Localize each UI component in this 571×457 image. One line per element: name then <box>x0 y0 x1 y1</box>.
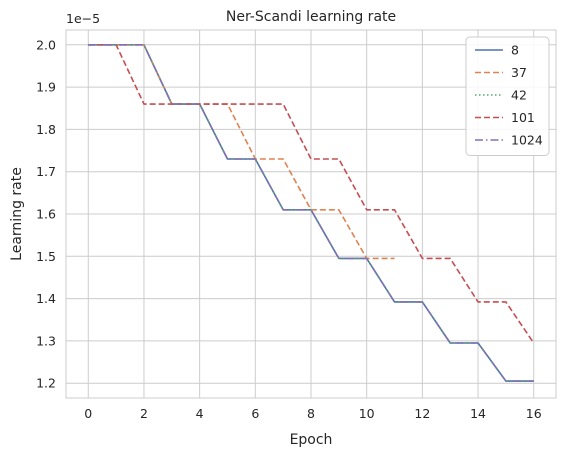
legend: 8 37 42 101 1024 <box>465 36 550 156</box>
series-line-37 <box>88 43 395 260</box>
x-tick-label: 16 <box>526 406 542 421</box>
legend-label-1024: 1024 <box>511 133 543 148</box>
legend-label-8: 8 <box>511 43 519 58</box>
y-offset-text: 1e−5 <box>66 11 100 26</box>
legend-box <box>465 36 550 156</box>
x-tick-label: 8 <box>307 406 315 421</box>
plot-frame <box>65 29 557 399</box>
y-tick-label: 1.7 <box>36 164 56 179</box>
legend-label-42: 42 <box>511 88 527 103</box>
chart-title: Ner-Scandi learning rate <box>226 9 396 25</box>
y-axis-label: Learning rate <box>9 167 25 261</box>
x-tick-label: 12 <box>414 406 430 421</box>
y-tick-label: 1.2 <box>36 376 56 391</box>
series-line-101 <box>88 43 535 344</box>
y-tick-label: 1.8 <box>36 122 56 137</box>
x-tick-label: 6 <box>251 406 259 421</box>
grid <box>66 30 556 398</box>
x-tick-label: 2 <box>140 406 148 421</box>
x-axis-label: Epoch <box>290 432 333 448</box>
tick-labels: 0 2 4 6 8 10 12 14 16 1.2 1.3 1.4 1.5 1.6 1.7 1.8 1.9 2.0 <box>36 37 542 421</box>
y-tick-label: 1.3 <box>36 333 56 348</box>
y-tick-label: 1.6 <box>36 207 56 222</box>
series-lines <box>88 43 535 382</box>
x-tick-label: 4 <box>196 406 204 421</box>
x-tick-label: 10 <box>359 406 375 421</box>
legend-label-37: 37 <box>511 65 527 80</box>
legend-label-101: 101 <box>511 110 535 125</box>
y-tick-label: 1.5 <box>36 249 56 264</box>
y-tick-label: 1.9 <box>36 80 56 95</box>
x-tick-label: 0 <box>84 406 92 421</box>
x-tick-label: 14 <box>470 406 486 421</box>
y-tick-label: 2.0 <box>36 37 56 52</box>
y-tick-label: 1.4 <box>36 291 56 306</box>
series-line-1024 <box>88 43 534 382</box>
series-line-42 <box>88 43 534 382</box>
